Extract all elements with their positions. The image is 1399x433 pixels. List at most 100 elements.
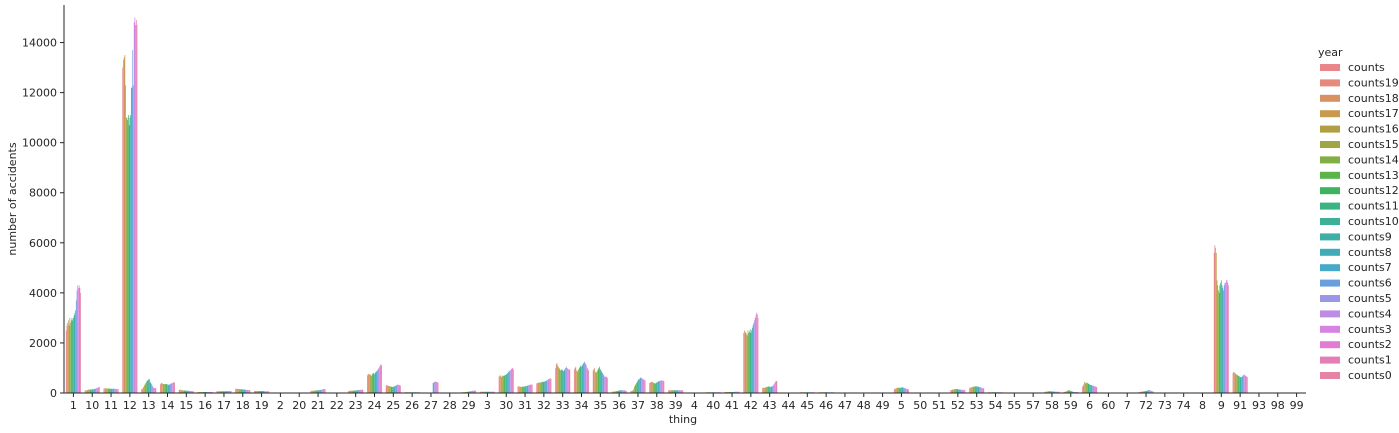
bar-91-counts18 (1234, 372, 1235, 393)
bar-52-counts8 (958, 389, 960, 393)
bar-15-counts3 (190, 391, 192, 393)
bar-9-counts15 (1217, 285, 1219, 393)
bar-39-counts16 (670, 390, 672, 393)
bar-6-counts16 (1084, 382, 1086, 393)
bar-32-counts6 (546, 380, 548, 393)
bar-24-counts8 (375, 371, 377, 393)
bar-1-counts4 (77, 285, 79, 393)
bar-39-counts2 (680, 390, 682, 393)
bar-72-counts10 (1145, 391, 1147, 393)
bar-24-counts14 (371, 375, 372, 393)
bar-30-counts14 (503, 375, 504, 393)
bars-layer (65, 17, 1305, 394)
bar-42-counts14 (747, 330, 749, 393)
bar-14-counts13 (164, 383, 166, 393)
bar-12-counts12 (128, 115, 129, 393)
bar-23-counts14 (352, 390, 354, 393)
bar-15-counts19 (179, 389, 181, 393)
x-tick-label: 6 (1086, 399, 1093, 412)
bar-53-counts19 (969, 387, 971, 393)
bar-15-counts5 (189, 391, 191, 393)
bar-35-counts10 (599, 369, 601, 393)
bar-43-counts5 (772, 385, 774, 393)
bar-14-counts8 (168, 384, 170, 393)
bar-31-counts12 (523, 386, 524, 393)
bar-19-counts3 (266, 391, 267, 393)
bar-25-counts14 (390, 386, 391, 393)
bar-91-counts16 (1235, 373, 1237, 393)
bar-3-counts19 (480, 391, 482, 393)
bar-91-counts0 (1246, 376, 1248, 393)
bar-14-counts15 (163, 383, 165, 393)
legend-label-counts6: counts6 (1348, 277, 1392, 290)
bar-6-counts14 (1086, 382, 1088, 393)
bar-17-counts1 (230, 391, 231, 393)
bar-42-counts2 (756, 312, 757, 393)
bar-14-counts9 (167, 384, 169, 393)
x-tick-label: 72 (1139, 399, 1153, 412)
bar-9-counts9 (1221, 285, 1223, 393)
bar-23-counts4 (359, 389, 361, 393)
bar-39-counts17 (670, 390, 671, 393)
bar-37-counts8 (639, 379, 640, 393)
x-tick-label: 9 (1218, 399, 1225, 412)
bar-41-counts2 (737, 391, 739, 393)
bar-42-counts1 (756, 314, 758, 393)
bar-43-counts14 (766, 386, 768, 393)
bar-30-counts8 (507, 372, 509, 393)
bar-11-counts17 (105, 388, 107, 393)
bar-37-counts1 (644, 379, 645, 393)
bar-23-counts10 (355, 390, 357, 393)
bar-6-counts1 (1095, 386, 1097, 393)
bar-10-counts12 (90, 389, 92, 393)
bar-52-counts6 (960, 389, 962, 393)
bar-38-counts19 (649, 382, 651, 393)
bar-91-counts9 (1240, 377, 1242, 393)
bar-72-counts8 (1147, 390, 1148, 393)
bar-3-counts2 (492, 391, 494, 393)
legend-label-counts0: counts0 (1348, 369, 1392, 382)
bar-3-counts3 (492, 391, 493, 393)
bar-19-counts9 (261, 391, 263, 393)
bar-37-counts7 (639, 377, 641, 393)
bar-6-counts5 (1092, 385, 1094, 393)
bar-21-counts9 (318, 390, 320, 393)
bar-32-counts8 (544, 381, 546, 393)
legend-swatch-counts16 (1320, 125, 1340, 133)
bar-32-counts11 (542, 381, 544, 393)
bar-37-counts10 (637, 380, 639, 393)
bar-11-counts15 (107, 388, 108, 393)
bar-12-counts17 (124, 55, 126, 394)
bar-36-counts8 (620, 390, 621, 393)
bar-1-counts19 (66, 325, 68, 393)
bar-24-counts6 (377, 370, 378, 393)
bar-12-counts13 (127, 120, 129, 394)
bar-33-counts10 (562, 370, 564, 393)
bar-10-counts13 (89, 389, 91, 393)
bar-31-counts19 (518, 385, 519, 393)
bar-30-counts17 (500, 376, 502, 393)
bar-13-counts19 (141, 389, 143, 393)
bar-35-counts19 (593, 369, 595, 393)
bar-24-counts11 (373, 373, 375, 393)
bar-13-counts11 (147, 380, 149, 393)
bar-43-counts19 (762, 387, 764, 393)
x-tick-label: 29 (462, 399, 476, 412)
bar-37-counts17 (632, 390, 634, 393)
bar-31-counts11 (523, 386, 525, 393)
bar-6-counts12 (1087, 383, 1089, 393)
x-tick-label: 42 (744, 399, 758, 412)
bar-13-counts7 (150, 382, 152, 393)
bar-72-counts17 (1140, 391, 1142, 393)
bar-30-counts0 (513, 369, 514, 393)
bar-21-counts5 (321, 389, 322, 393)
bar-15-counts0 (193, 391, 194, 393)
bar-37-counts9 (638, 379, 640, 393)
legend-label-counts15: counts15 (1348, 138, 1399, 151)
bar-9-counts11 (1220, 282, 1221, 393)
bar-52-counts12 (956, 388, 957, 393)
x-tick-label: 10 (85, 399, 99, 412)
bar-39-counts19 (668, 390, 670, 393)
bar-9-counts (1213, 252, 1215, 393)
x-tick-label: 25 (386, 399, 400, 412)
